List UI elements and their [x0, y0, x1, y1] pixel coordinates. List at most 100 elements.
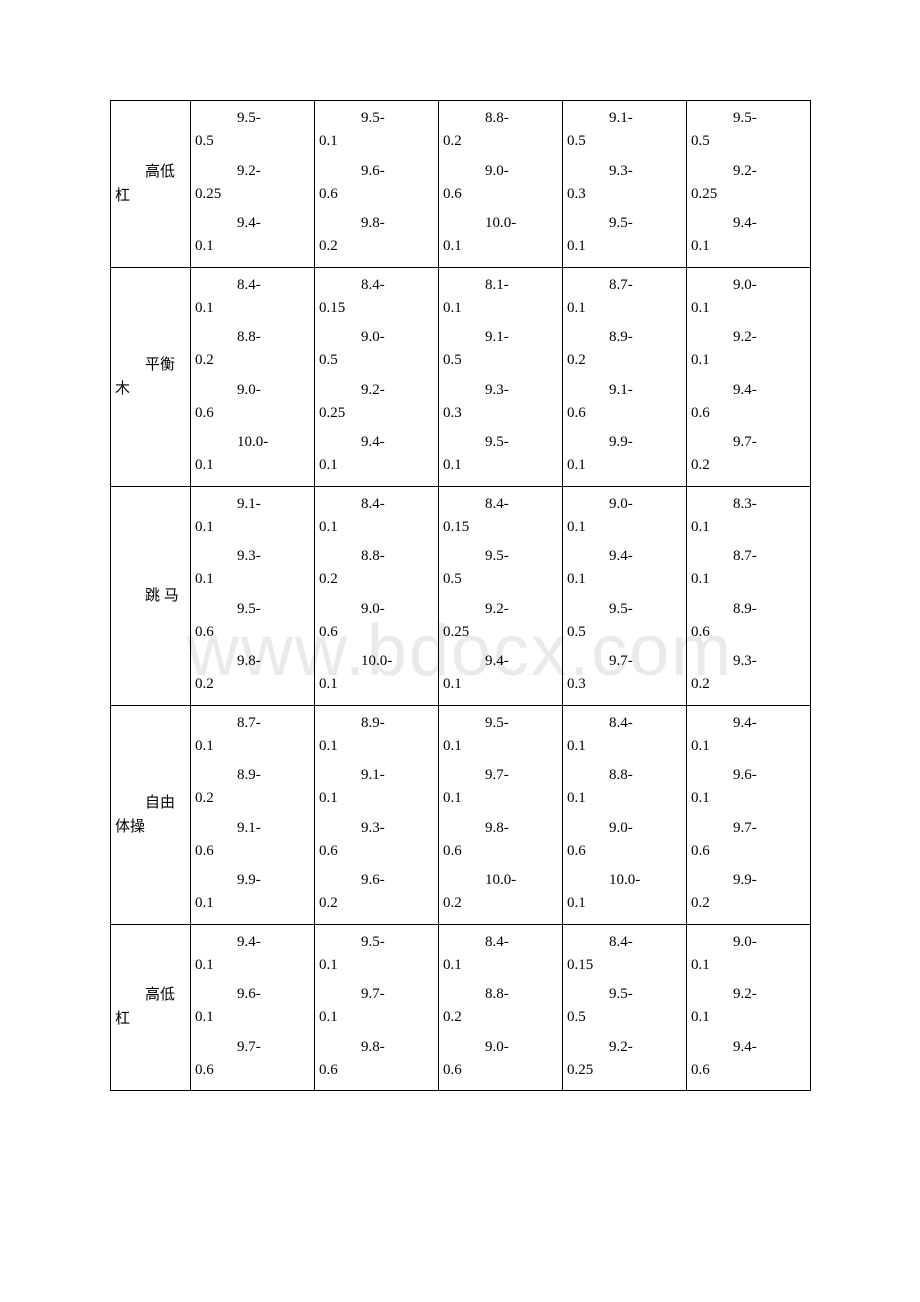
score-value: 9.4-	[195, 212, 310, 235]
score-value: 9.8-	[443, 817, 558, 840]
score-pair: 10.0-0.1	[319, 650, 434, 697]
score-deduction: 0.6	[319, 621, 434, 644]
score-deduction: 0.6	[691, 1059, 806, 1082]
score-pair: 8.7-0.1	[567, 274, 682, 321]
score-cell: 8.1-0.19.1-0.59.3-0.39.5-0.1	[439, 267, 563, 486]
score-pair: 9.5-0.6	[195, 598, 310, 645]
score-pair: 8.8-0.2	[443, 107, 558, 154]
score-value: 8.8-	[195, 326, 310, 349]
score-value: 9.3-	[319, 817, 434, 840]
score-value: 10.0-	[567, 869, 682, 892]
score-pair: 9.4-0.1	[567, 545, 682, 592]
score-value: 9.0-	[319, 598, 434, 621]
score-value: 9.0-	[691, 274, 806, 297]
score-pair: 9.5-0.5	[567, 598, 682, 645]
score-deduction: 0.1	[443, 735, 558, 758]
score-deduction: 0.2	[195, 673, 310, 696]
score-deduction: 0.1	[319, 954, 434, 977]
score-pair: 9.8-0.2	[319, 212, 434, 259]
score-pair: 9.0-0.6	[195, 379, 310, 426]
score-deduction: 0.1	[195, 954, 310, 977]
score-value: 9.7-	[567, 650, 682, 673]
score-deduction: 0.1	[195, 892, 310, 915]
score-deduction: 0.25	[691, 183, 806, 206]
score-value: 8.7-	[691, 545, 806, 568]
score-value: 9.4-	[691, 212, 806, 235]
score-value: 9.2-	[567, 1036, 682, 1059]
score-cell: 8.4-0.159.5-0.59.2-0.259.4-0.1	[439, 486, 563, 705]
score-pair: 9.7-0.3	[567, 650, 682, 697]
score-pair: 10.0-0.1	[195, 431, 310, 478]
score-deduction: 0.5	[443, 568, 558, 591]
score-pair: 8.9-0.2	[195, 764, 310, 811]
score-deduction: 0.1	[567, 787, 682, 810]
score-deduction: 0.1	[319, 787, 434, 810]
score-pair: 9.7-0.1	[443, 764, 558, 811]
score-value: 10.0-	[443, 869, 558, 892]
score-value: 9.9-	[195, 869, 310, 892]
score-pair: 9.2-0.25	[319, 379, 434, 426]
score-value: 9.4-	[691, 712, 806, 735]
score-value: 10.0-	[319, 650, 434, 673]
score-value: 9.2-	[691, 326, 806, 349]
score-pair: 9.8-0.2	[195, 650, 310, 697]
score-value: 8.9-	[195, 764, 310, 787]
score-deduction: 0.15	[319, 297, 434, 320]
score-deduction: 0.1	[195, 516, 310, 539]
score-deduction: 0.1	[319, 673, 434, 696]
score-value: 8.9-	[567, 326, 682, 349]
score-value: 8.4-	[319, 274, 434, 297]
score-value: 8.7-	[567, 274, 682, 297]
score-value: 9.8-	[195, 650, 310, 673]
score-deduction: 0.6	[319, 1059, 434, 1082]
score-cell: 9.0-0.19.2-0.19.4-0.69.7-0.2	[687, 267, 811, 486]
score-deduction: 0.6	[195, 621, 310, 644]
score-deduction: 0.1	[567, 297, 682, 320]
score-pair: 8.9-0.6	[691, 598, 806, 645]
score-value: 8.4-	[567, 931, 682, 954]
score-deduction: 0.2	[691, 673, 806, 696]
score-deduction: 0.1	[691, 235, 806, 258]
score-value: 9.1-	[319, 764, 434, 787]
score-value: 9.6-	[195, 983, 310, 1006]
score-value: 8.4-	[443, 493, 558, 516]
row-label-line: 自由	[115, 791, 186, 815]
score-pair: 8.3-0.1	[691, 493, 806, 540]
score-pair: 9.4-0.6	[691, 379, 806, 426]
score-deduction: 0.1	[691, 516, 806, 539]
score-deduction: 0.1	[319, 516, 434, 539]
score-pair: 9.4-0.1	[195, 931, 310, 978]
score-value: 8.8-	[443, 983, 558, 1006]
score-deduction: 0.1	[691, 1006, 806, 1029]
score-deduction: 0.2	[443, 1006, 558, 1029]
score-pair: 9.5-0.5	[443, 545, 558, 592]
score-cell: 9.4-0.19.6-0.19.7-0.69.9-0.2	[687, 705, 811, 924]
score-deduction: 0.1	[319, 1006, 434, 1029]
score-deduction: 0.2	[195, 787, 310, 810]
score-value: 9.6-	[691, 764, 806, 787]
score-deduction: 0.1	[691, 954, 806, 977]
score-pair: 9.9-0.1	[195, 869, 310, 916]
score-pair: 9.5-0.5	[195, 107, 310, 154]
score-value: 8.9-	[691, 598, 806, 621]
score-value: 9.5-	[195, 107, 310, 130]
score-cell: 9.5-0.59.2-0.259.4-0.1	[191, 101, 315, 268]
row-label: 平衡木	[111, 267, 191, 486]
score-deduction: 0.1	[567, 516, 682, 539]
score-pair: 8.7-0.1	[195, 712, 310, 759]
score-value: 8.8-	[567, 764, 682, 787]
score-deduction: 0.5	[691, 130, 806, 153]
score-cell: 8.3-0.1 8.7- 0.1 8.9-0.6 9.3-0.2	[687, 486, 811, 705]
score-deduction: 0.1	[567, 235, 682, 258]
score-pair: 8.4-0.1	[319, 493, 434, 540]
score-deduction: 0.15	[567, 954, 682, 977]
score-value: 8.4-	[195, 274, 310, 297]
score-value: 8.8-	[319, 545, 434, 568]
score-pair: 9.4-0.1	[691, 712, 806, 759]
score-deduction: 0.6	[195, 402, 310, 425]
score-deduction: 0.2	[319, 235, 434, 258]
score-value: 9.3-	[691, 650, 806, 673]
score-value: 9.0-	[195, 379, 310, 402]
table-row: 高低杠9.4-0.19.6-0.19.7-0.69.5-0.19.7-0.19.…	[111, 924, 811, 1091]
score-value: 9.4-	[319, 431, 434, 454]
